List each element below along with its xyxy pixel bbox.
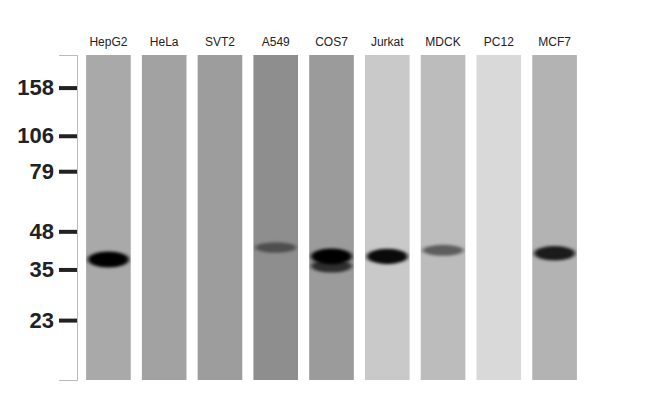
blot-figure: HepG2 HeLa SVT2 A549 COS7 Jurkat MDCK PC12 MCF7 1… <box>0 0 650 418</box>
band <box>423 245 464 256</box>
mw-axis: 158 106 79 48 35 23 <box>17 56 77 381</box>
lane-label: MCF7 <box>538 35 571 49</box>
lane <box>142 55 187 380</box>
tick-label: 23 <box>30 308 54 333</box>
tick-mark <box>59 268 77 272</box>
band <box>534 246 575 260</box>
axis-line <box>59 56 78 381</box>
lane-label: HepG2 <box>89 35 127 49</box>
lanes <box>86 55 577 380</box>
tick-mark <box>59 134 77 138</box>
band <box>311 260 352 273</box>
lane <box>421 55 466 380</box>
tick: 106 <box>17 123 77 148</box>
tick: 48 <box>30 219 77 244</box>
lane-labels: HepG2 HeLa SVT2 A549 COS7 Jurkat MDCK PC12 MCF7 <box>89 35 571 49</box>
lane-label: A549 <box>262 35 290 49</box>
band <box>255 242 296 253</box>
lane <box>198 55 243 380</box>
tick-mark <box>59 170 77 174</box>
tick-label: 106 <box>17 123 54 148</box>
tick: 79 <box>30 159 77 184</box>
lane-label: COS7 <box>315 35 348 49</box>
lane-label: Jurkat <box>371 35 404 49</box>
tick-label: 79 <box>30 159 54 184</box>
lane-label: MDCK <box>425 35 460 49</box>
tick-mark <box>59 86 77 90</box>
lane <box>477 55 522 380</box>
lane <box>365 55 410 380</box>
lane-label: PC12 <box>484 35 514 49</box>
tick-label: 48 <box>30 219 54 244</box>
tick-label: 158 <box>17 75 54 100</box>
chart-container: HepG2 HeLa SVT2 A549 COS7 Jurkat MDCK PC12 MCF7 1… <box>0 0 650 418</box>
lane <box>309 55 354 380</box>
bands <box>88 242 575 272</box>
lane-label: SVT2 <box>205 35 235 49</box>
lane-label: HeLa <box>150 35 179 49</box>
band <box>88 252 129 268</box>
lane <box>86 55 131 380</box>
tick: 23 <box>30 308 77 333</box>
tick-mark <box>59 230 77 234</box>
tick-label: 35 <box>30 257 54 282</box>
band <box>367 249 408 265</box>
lane <box>253 55 298 380</box>
tick-mark <box>59 319 77 323</box>
tick: 35 <box>30 257 77 282</box>
tick: 158 <box>17 75 77 100</box>
lane <box>532 55 577 380</box>
